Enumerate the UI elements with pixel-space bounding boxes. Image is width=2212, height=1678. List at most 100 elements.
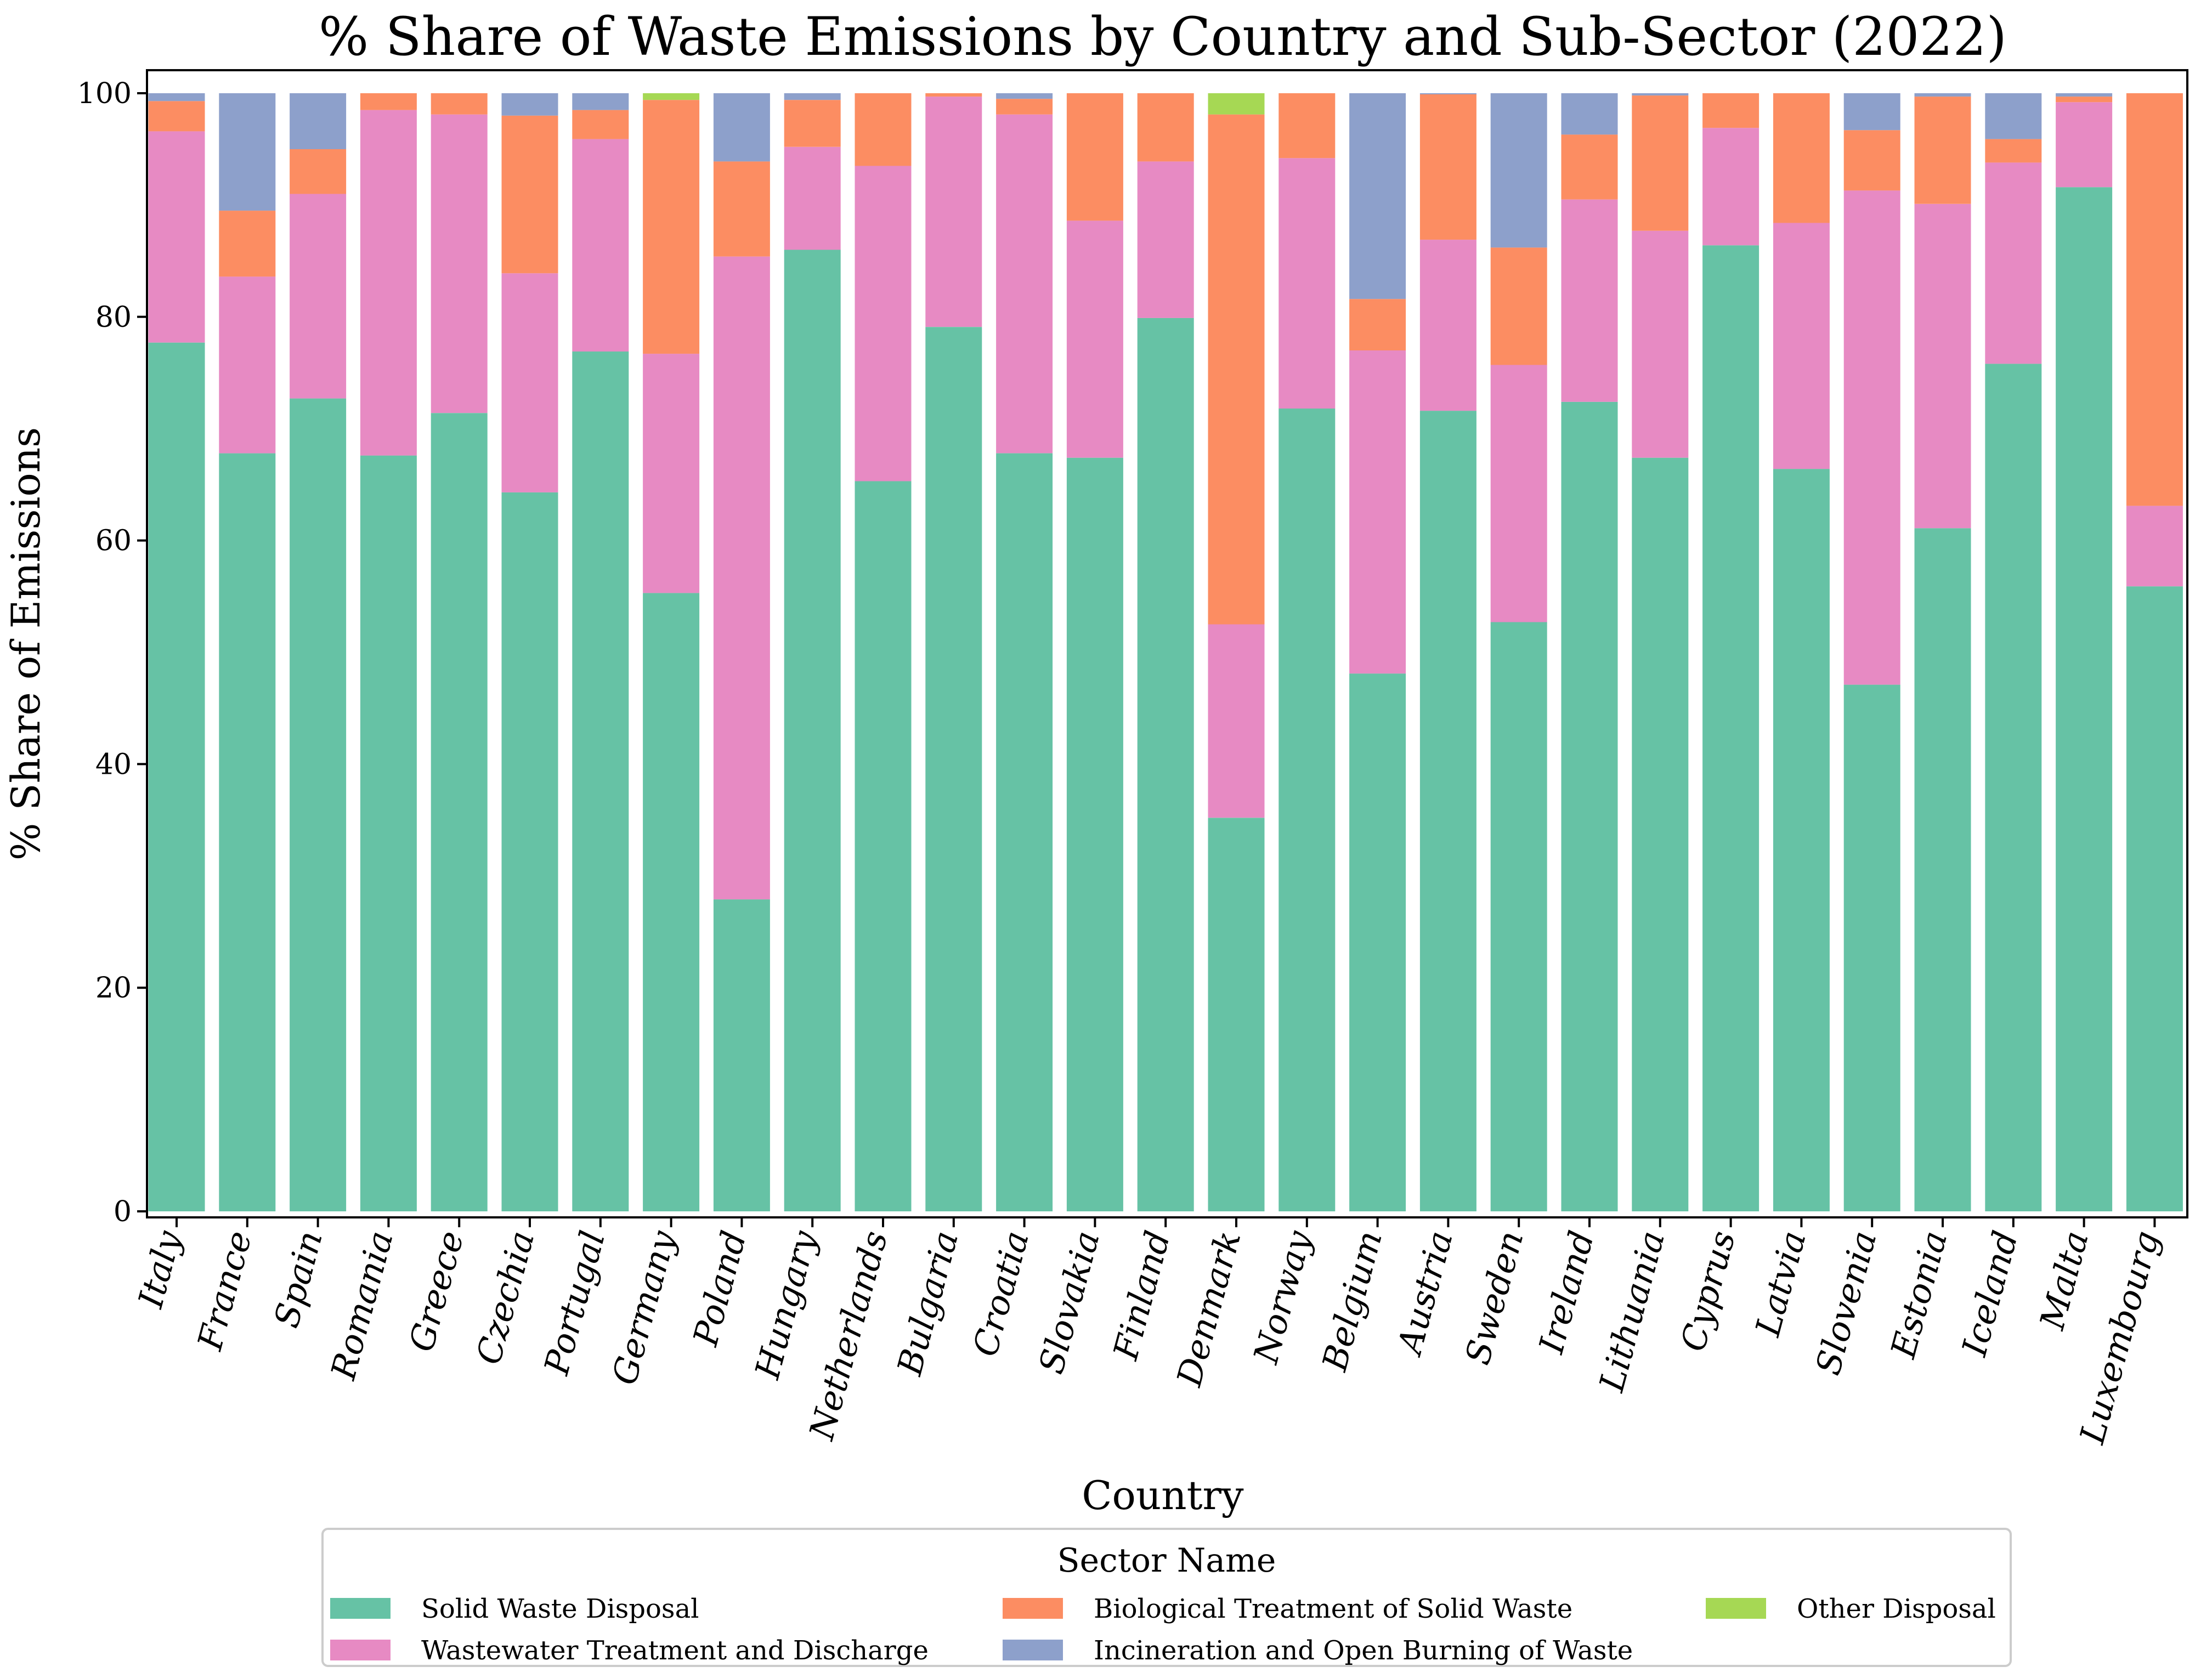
bar-segment-germany-s4 [643, 93, 700, 100]
legend-frame [321, 1528, 2012, 1667]
x-tick-label-slovenia: Slovenia [1808, 1227, 1885, 1379]
bar-segment-belgium-s3 [1349, 93, 1406, 299]
bar-segment-greece-s2 [431, 93, 488, 115]
bar-segment-spain-s0 [290, 398, 347, 1211]
bar-segment-ireland-s0 [1561, 401, 1618, 1211]
bar-segment-poland-s3 [713, 93, 770, 162]
bar-segment-greece-s0 [431, 413, 488, 1212]
bar-segment-iceland-s3 [1985, 93, 2042, 139]
bar-segment-hungary-s0 [784, 250, 841, 1211]
bar-segment-czechia-s2 [501, 115, 558, 274]
legend-items: Solid Waste Disposal Wastewater Treatment… [330, 1594, 1996, 1666]
bar-segment-cyprus-s0 [1702, 245, 1760, 1211]
bar-segment-netherlands-s1 [855, 166, 912, 481]
y-tick-label: 80 [95, 301, 132, 334]
bar-segment-portugal-s3 [572, 93, 629, 110]
bar-segment-greece-s1 [431, 114, 488, 413]
bar-segment-iceland-s2 [1985, 139, 2042, 163]
bars-group [148, 93, 2183, 1212]
bar-segment-italy-s3 [148, 93, 205, 101]
x-tick-label-norway: Norway [1246, 1226, 1320, 1369]
bar-segment-czechia-s1 [501, 273, 558, 492]
x-tick-label-greece: Greece [401, 1227, 471, 1356]
legend-swatch-4 [1706, 1598, 1766, 1619]
bar-segment-czechia-s3 [501, 93, 558, 116]
bar-segment-poland-s0 [713, 899, 770, 1211]
x-tick-label-sweden: Sweden [1457, 1227, 1531, 1369]
legend-label-3: Incineration and Open Burning of Waste [1094, 1635, 1633, 1666]
x-tick-label-portugal: Portugal [536, 1227, 613, 1379]
x-tick-label-czechia: Czechia [468, 1227, 542, 1369]
bar-segment-croatia-s0 [996, 453, 1053, 1211]
legend-label-4: Other Disposal [1797, 1594, 1996, 1624]
bar-segment-france-s1 [219, 276, 276, 453]
legend-label-0: Solid Waste Disposal [421, 1594, 699, 1624]
bar-segment-latvia-s2 [1773, 93, 1830, 223]
y-tick-label: 40 [95, 748, 132, 781]
bar-segment-france-s3 [219, 93, 276, 211]
bar-segment-slovakia-s0 [1066, 457, 1123, 1212]
bar-segment-slovakia-s1 [1066, 220, 1123, 458]
bar-segment-estonia-s0 [1914, 528, 1971, 1212]
bar-segment-malta-s2 [2056, 97, 2113, 103]
bar-segment-italy-s1 [148, 131, 205, 343]
bar-segment-bulgaria-s2 [925, 93, 982, 97]
x-tick-label-estonia: Estonia [1883, 1227, 1955, 1363]
x-tick-label-italy: Italy [130, 1226, 189, 1312]
y-axis-label: % Share of Emissions [3, 427, 49, 860]
x-tick-label-croatia: Croatia [965, 1227, 1037, 1360]
legend: Sector Name Solid Waste Disposal Wastewat… [321, 1528, 2012, 1667]
bar-segment-denmark-s0 [1208, 818, 1265, 1211]
bar-segment-iceland-s0 [1985, 364, 2042, 1211]
bar-segment-spain-s2 [290, 149, 347, 194]
legend-label-2: Biological Treatment of Solid Waste [1094, 1594, 1572, 1624]
bar-segment-luxembourg-s1 [2126, 506, 2183, 587]
bar-segment-poland-s1 [713, 256, 770, 900]
bar-segment-denmark-s4 [1208, 93, 1265, 115]
bar-segment-denmark-s1 [1208, 624, 1265, 818]
legend-swatch-2 [1003, 1598, 1063, 1619]
legend-label-1: Wastewater Treatment and Discharge [421, 1635, 929, 1666]
x-tick-label-cyprus: Cyprus [1673, 1227, 1743, 1356]
bar-segment-finland-s2 [1137, 93, 1194, 162]
bar-segment-france-s2 [219, 211, 276, 277]
bar-segment-austria-s0 [1419, 411, 1476, 1211]
bar-segment-latvia-s0 [1773, 469, 1830, 1211]
bar-segment-ireland-s3 [1561, 93, 1618, 135]
bar-segment-iceland-s1 [1985, 162, 2042, 364]
x-tick-label-france: France [189, 1227, 259, 1354]
y-tick-label: 20 [95, 972, 132, 1005]
bar-segment-netherlands-s0 [855, 481, 912, 1211]
bar-segment-portugal-s1 [572, 139, 629, 352]
x-axis-label: Country [1082, 1472, 1244, 1518]
bar-segment-austria-s2 [1419, 94, 1476, 240]
bar-segment-spain-s1 [290, 194, 347, 399]
bar-segment-malta-s3 [2056, 93, 2113, 97]
y-tick-label: 100 [77, 77, 132, 110]
bar-segment-bulgaria-s0 [925, 327, 982, 1212]
bar-segment-croatia-s3 [996, 93, 1053, 99]
bar-segment-cyprus-s1 [1702, 128, 1760, 246]
x-tick-label-latvia: Latvia [1747, 1227, 1814, 1341]
y-tick-label: 60 [95, 525, 132, 558]
chart-title: % Share of Waste Emissions by Country an… [319, 6, 2007, 67]
bar-segment-sweden-s1 [1490, 365, 1547, 622]
x-tick-label-slovakia: Slovakia [1031, 1227, 1107, 1378]
bar-segment-slovakia-s2 [1066, 93, 1123, 221]
bar-segment-sweden-s3 [1490, 93, 1547, 248]
x-tick-label-austria: Austria [1389, 1227, 1461, 1360]
bar-segment-portugal-s0 [572, 352, 629, 1211]
x-tick-label-denmark: Denmark [1169, 1227, 1249, 1391]
bar-segment-finland-s1 [1137, 161, 1194, 318]
bar-segment-luxembourg-s2 [2126, 93, 2183, 506]
bar-segment-estonia-s1 [1914, 203, 1971, 529]
bar-segment-slovenia-s2 [1843, 130, 1900, 191]
plot-frame [146, 69, 2188, 1218]
bar-segment-germany-s0 [643, 593, 700, 1211]
bar-segment-portugal-s2 [572, 110, 629, 139]
legend-swatch-3 [1003, 1640, 1063, 1660]
bar-segment-belgium-s1 [1349, 350, 1406, 674]
bar-segment-belgium-s2 [1349, 299, 1406, 350]
